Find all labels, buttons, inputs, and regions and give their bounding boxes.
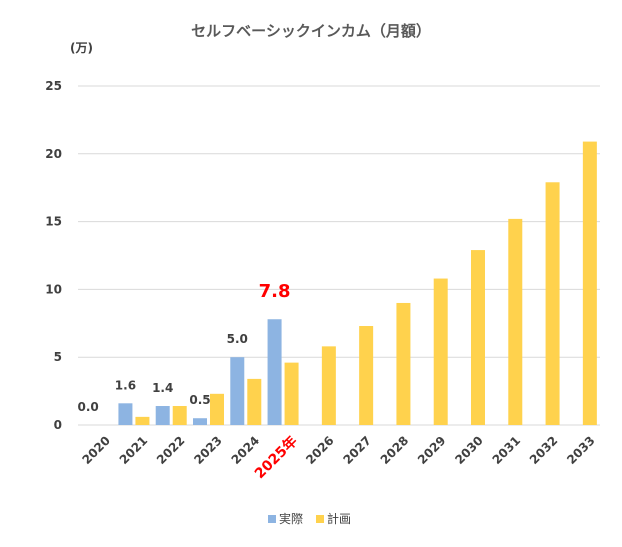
- bar-actual: [155, 406, 170, 425]
- bars: [118, 141, 597, 425]
- legend-label: 計画: [327, 511, 351, 526]
- bar-plan: [359, 326, 374, 425]
- data-label: 1.4: [152, 381, 173, 395]
- data-label: 5.0: [227, 332, 248, 346]
- x-tick-label: 2021: [117, 433, 151, 467]
- x-tick-label: 2024: [229, 433, 263, 467]
- bar-plan: [545, 182, 560, 425]
- legend-label: 実際: [279, 511, 303, 526]
- y-tick-label: 0: [54, 418, 62, 432]
- data-labels: 0.0 1.6 1.4 0.5 5.0 7.8: [78, 281, 291, 414]
- data-label: 0.0: [78, 400, 99, 414]
- bar-plan: [210, 393, 224, 425]
- x-tick-label: 2030: [452, 433, 486, 467]
- x-tick-label: 2033: [564, 433, 598, 467]
- x-tick-label: 2026: [303, 433, 337, 467]
- y-tick-label: 5: [54, 350, 62, 364]
- bar-plan: [582, 141, 597, 425]
- y-tick-label: 25: [45, 79, 62, 93]
- y-axis-ticks: 0 5 10 15 20 25: [45, 79, 62, 432]
- y-tick-label: 15: [45, 215, 62, 229]
- bar-plan: [284, 362, 299, 425]
- bar-plan: [172, 406, 187, 425]
- y-tick-label: 20: [45, 147, 62, 161]
- legend: 実際 計画: [268, 511, 351, 526]
- data-label: 1.6: [115, 378, 136, 392]
- bar-actual: [193, 418, 207, 425]
- x-tick-label: 2032: [527, 433, 561, 467]
- x-tick-label: 2022: [154, 433, 188, 467]
- x-tick-label: 2023: [191, 433, 225, 467]
- data-label: 0.5: [189, 393, 210, 407]
- x-tick-label: 2029: [415, 433, 449, 467]
- bar-actual: [118, 403, 133, 425]
- data-label: 7.8: [259, 281, 291, 302]
- legend-swatch: [316, 515, 324, 523]
- chart-title: セルフベーシックインカム（月額）: [191, 22, 431, 40]
- y-unit-label: (万): [70, 41, 93, 55]
- bar-plan: [396, 302, 411, 425]
- x-tick-label: 2028: [378, 433, 412, 467]
- bar-plan: [471, 250, 485, 425]
- x-tick-label: 2020: [79, 433, 113, 467]
- x-tick-label: 2027: [340, 433, 374, 467]
- bar-plan: [508, 218, 523, 425]
- bar-plan: [321, 346, 336, 425]
- bar-actual: [267, 319, 282, 425]
- bar-actual: [230, 357, 245, 425]
- bar-plan: [247, 378, 262, 425]
- bar-plan: [433, 278, 448, 425]
- legend-swatch: [268, 515, 276, 523]
- y-tick-label: 10: [45, 282, 62, 296]
- bar-plan: [135, 416, 150, 425]
- x-tick-label: 2031: [490, 433, 524, 467]
